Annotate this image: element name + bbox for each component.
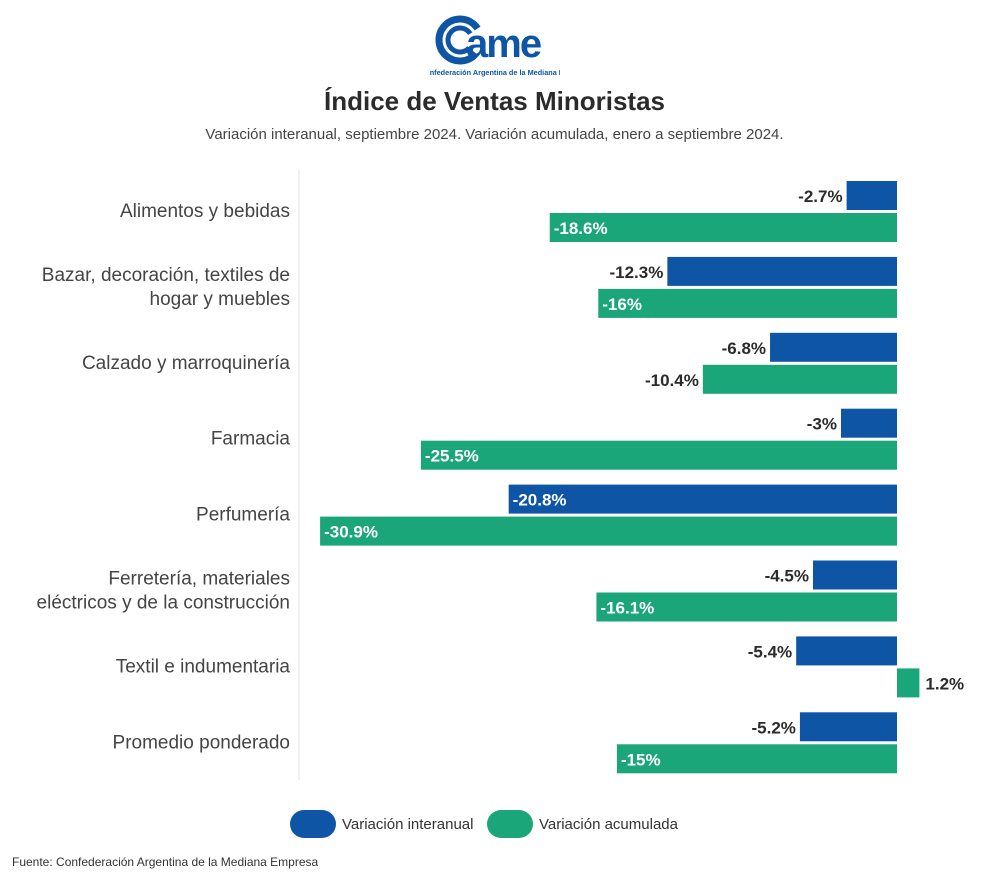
- bar-interanual: [812, 560, 897, 590]
- category-label: hogar y muebles: [150, 289, 290, 310]
- data-label: -6.8%: [722, 339, 766, 358]
- svg-text:ame: ame: [466, 22, 541, 66]
- legend-swatch: [290, 810, 336, 838]
- data-label: -10.4%: [645, 371, 699, 390]
- bar-interanual: [799, 712, 897, 742]
- bar-acumulada: [320, 516, 897, 546]
- data-label: -2.7%: [798, 187, 842, 206]
- source-note: Fuente: Confederación Argentina de la Me…: [12, 855, 319, 869]
- category-label: Farmacia: [211, 429, 291, 450]
- data-label: -15%: [621, 750, 661, 769]
- data-label: 1.2%: [925, 674, 964, 693]
- bar-acumulada: [420, 440, 897, 470]
- bar-acumulada: [549, 213, 897, 242]
- legend-label: Variación interanual: [342, 815, 474, 833]
- bar-interanual: [770, 332, 897, 362]
- data-label: -5.4%: [748, 642, 792, 661]
- bar-interanual: [796, 636, 897, 666]
- category-label: Alimentos y bebidas: [120, 201, 290, 222]
- bar-interanual: [846, 181, 897, 210]
- bar-interanual: [667, 256, 897, 286]
- legend-item-acumulada[interactable]: Variación acumulada: [487, 810, 678, 838]
- category-label: Promedio ponderado: [113, 732, 290, 753]
- bar-acumulada: [897, 668, 920, 698]
- bar-acumulada: [596, 592, 897, 622]
- data-label: -20.8%: [513, 491, 567, 510]
- category-label: Bazar, decoración, textiles de: [42, 265, 290, 286]
- data-label: -16%: [602, 295, 642, 314]
- bar-interanual: [840, 408, 897, 438]
- came-logo: ame Confederación Argentina de la Median…: [430, 15, 560, 77]
- category-label: Calzado y marroquinería: [82, 353, 290, 374]
- legend-item-interanual[interactable]: Variación interanual: [290, 810, 473, 838]
- category-label: Perfumería: [196, 505, 290, 526]
- data-label: -4.5%: [765, 567, 809, 586]
- bar-interanual: [508, 484, 897, 514]
- legend-swatch: [487, 810, 533, 838]
- data-label: -16.1%: [600, 599, 654, 618]
- category-label: eléctricos y de la construcción: [37, 593, 290, 614]
- bar-acumulada: [702, 364, 897, 394]
- data-label: -18.6%: [554, 219, 608, 238]
- chart-title: Índice de Ventas Minoristas: [324, 86, 665, 116]
- data-label: -25.5%: [425, 447, 479, 466]
- legend-label: Variación acumulada: [539, 815, 678, 833]
- plot-area: Alimentos y bebidas -2.7% -18.6% Bazar, dec…: [37, 170, 964, 780]
- bar-acumulada: [598, 288, 897, 318]
- svg-text:Confederación Argentina de la: Confederación Argentina de la Mediana Em…: [430, 68, 560, 77]
- chart-subtitle: Variación interanual, septiembre 2024. V…: [205, 126, 784, 143]
- bar-acumulada: [616, 744, 897, 774]
- category-label: Textil e indumentaria: [116, 656, 291, 677]
- data-label: -5.2%: [751, 718, 795, 737]
- data-label: -12.3%: [609, 263, 663, 282]
- data-label: -3%: [807, 415, 837, 434]
- category-label: Ferretería, materiales: [108, 569, 290, 590]
- data-label: -30.9%: [324, 523, 378, 542]
